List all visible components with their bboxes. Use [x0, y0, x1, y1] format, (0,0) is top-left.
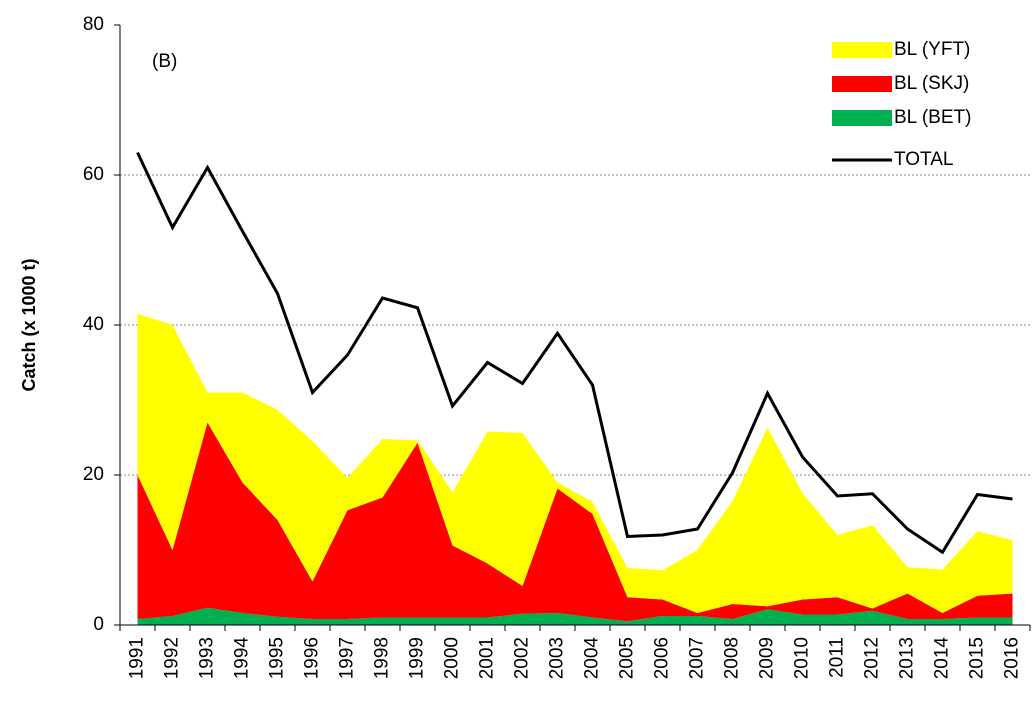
- y-axis-label: Catch (x 1000 t): [19, 258, 39, 391]
- legend-swatch: [832, 76, 892, 92]
- x-tick-label: 1996: [302, 637, 323, 679]
- y-tick-label: 20: [83, 464, 104, 485]
- legend-swatch: [832, 42, 892, 58]
- x-tick-label: 1991: [127, 637, 148, 679]
- x-tick-label: 2013: [897, 637, 918, 679]
- x-tick-label: 2002: [512, 637, 533, 679]
- y-tick-label: 80: [83, 14, 104, 35]
- x-tick-label: 2011: [827, 637, 848, 678]
- y-tick-label: 0: [93, 614, 104, 635]
- x-tick-label: 1994: [232, 637, 253, 680]
- x-tick-label: 2000: [442, 637, 463, 679]
- legend-swatch: [832, 110, 892, 126]
- x-tick-label: 2016: [1002, 637, 1023, 679]
- area: [137, 607, 1013, 625]
- x-tick-label: 1993: [197, 637, 218, 679]
- x-tick-label: 2006: [652, 637, 673, 679]
- x-tick-label: 2005: [617, 637, 638, 679]
- legend-label: BL (BET): [894, 107, 971, 128]
- x-tick-label: 1997: [337, 637, 358, 679]
- x-tick-label: 2012: [862, 637, 883, 679]
- x-tick-label: 2010: [792, 637, 813, 679]
- area: [137, 313, 1013, 613]
- x-tick-label: 2001: [477, 637, 498, 679]
- x-tick-label: 2008: [722, 637, 743, 679]
- legend-label: BL (YFT): [894, 39, 970, 60]
- area: [137, 422, 1013, 622]
- y-tick-label: 60: [83, 164, 104, 185]
- x-tick-label: 2014: [932, 637, 953, 680]
- y-tick-label: 40: [83, 314, 104, 335]
- x-tick-label: 1999: [407, 637, 428, 679]
- x-tick-label: 2007: [687, 637, 708, 679]
- x-tick-label: 2015: [967, 637, 988, 679]
- annotation: (B): [152, 51, 177, 72]
- legend-label: TOTAL: [894, 149, 953, 170]
- line: [136, 151, 1013, 555]
- x-tick-label: 1995: [267, 637, 288, 679]
- x-tick-label: 2004: [582, 637, 603, 680]
- x-tick-label: 2009: [757, 637, 778, 679]
- x-tick-label: 1998: [372, 637, 393, 679]
- x-tick-label: 1992: [162, 637, 183, 679]
- legend-label: BL (SKJ): [894, 73, 969, 94]
- x-tick-label: 2003: [547, 637, 568, 679]
